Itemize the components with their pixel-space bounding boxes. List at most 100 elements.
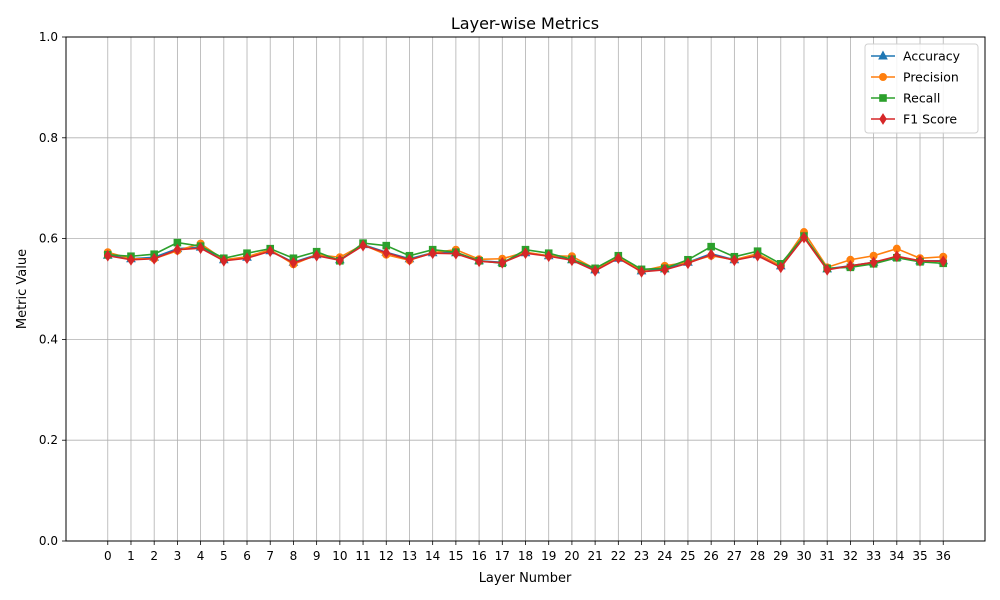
x-tick-label: 22 [611, 549, 626, 563]
series-f1-score [103, 231, 948, 278]
data-point [312, 249, 321, 262]
x-tick-label: 33 [866, 549, 881, 563]
x-tick-label: 7 [266, 549, 274, 563]
x-tick-label: 13 [402, 549, 417, 563]
legend-item: F1 Score [871, 112, 957, 127]
x-tick-label: 29 [773, 549, 788, 563]
x-axis: 0 1 2 3 4 5 6 7 8 9 10 11 12 13 14 15 16 17 18 19 20 21 22 23 24… [104, 541, 951, 563]
x-tick-label: 23 [634, 549, 649, 563]
data-point [846, 259, 855, 272]
data-point [498, 256, 507, 269]
data-point [266, 245, 275, 258]
x-tick-label: 31 [820, 549, 835, 563]
data-point [568, 254, 576, 267]
x-tick-label: 3 [174, 549, 182, 563]
y-tick-label: 0.8 [39, 131, 58, 145]
data-point [637, 265, 646, 278]
legend-label: F1 Score [903, 112, 957, 127]
x-tick-label: 8 [290, 549, 298, 563]
data-point [707, 248, 715, 261]
data-point [359, 239, 367, 252]
x-tick-label: 10 [332, 549, 347, 563]
x-tick-label: 30 [796, 549, 811, 563]
data-point [684, 257, 692, 270]
x-tick-label: 14 [425, 549, 440, 563]
x-tick-label: 11 [355, 549, 370, 563]
x-tick-label: 16 [471, 549, 486, 563]
data-point [336, 254, 344, 267]
data-point [173, 243, 182, 256]
y-tick-label: 0.2 [39, 433, 58, 447]
x-tick-label: 6 [243, 549, 251, 563]
y-axis: 0.0 0.2 0.4 0.6 0.8 1.0 [39, 30, 66, 548]
data-point [800, 231, 808, 244]
data-point [730, 254, 739, 267]
data-point [243, 252, 251, 265]
x-tick-label: 25 [680, 549, 695, 563]
y-tick-label: 0.0 [39, 534, 58, 548]
x-tick-label: 17 [495, 549, 510, 563]
data-point [776, 261, 785, 274]
data-point [916, 254, 924, 267]
legend-marker [879, 73, 887, 81]
x-tick-label: 19 [541, 549, 556, 563]
legend-item: Recall [871, 91, 940, 106]
data-point [475, 255, 483, 268]
data-point [521, 247, 530, 260]
data-point [103, 249, 112, 262]
x-tick-label: 20 [564, 549, 579, 563]
data-point [220, 254, 228, 267]
x-tick-label: 0 [104, 549, 112, 563]
data-point [196, 242, 205, 255]
legend-label: Precision [903, 70, 959, 85]
x-tick-label: 36 [936, 549, 951, 563]
data-point [753, 249, 762, 262]
x-tick-label: 4 [197, 549, 205, 563]
x-tick-label: 15 [448, 549, 463, 563]
x-axis-label: Layer Number [479, 571, 572, 586]
data-point [150, 252, 158, 265]
data-point [591, 264, 599, 277]
x-tick-label: 9 [313, 549, 321, 563]
legend: Accuracy Precision Recall F1 Score [864, 43, 979, 134]
legend-marker [879, 94, 887, 102]
legend-item: Precision [871, 70, 959, 85]
x-tick-label: 2 [150, 549, 158, 563]
data-point [614, 252, 623, 265]
legend-label: Accuracy [903, 49, 961, 64]
data-point [405, 253, 414, 266]
data-point [452, 247, 460, 260]
x-tick-label: 21 [587, 549, 602, 563]
legend-marker [879, 113, 887, 125]
data-point [428, 247, 437, 260]
x-tick-label: 35 [912, 549, 927, 563]
x-tick-label: 28 [750, 549, 765, 563]
chart-title: Layer-wise Metrics [451, 14, 599, 33]
series-layer [102, 228, 949, 278]
data-point [823, 263, 831, 276]
y-tick-label: 0.6 [39, 232, 58, 246]
data-point [939, 255, 948, 268]
x-tick-label: 12 [379, 549, 394, 563]
data-point [289, 256, 298, 269]
data-point [660, 263, 669, 276]
data-point [382, 246, 391, 259]
x-tick-label: 1 [127, 549, 135, 563]
data-point [544, 250, 553, 263]
x-tick-label: 24 [657, 549, 672, 563]
legend-box [864, 43, 979, 134]
x-tick-label: 5 [220, 549, 228, 563]
y-tick-label: 0.4 [39, 332, 58, 346]
x-tick-label: 18 [518, 549, 533, 563]
x-tick-label: 27 [727, 549, 742, 563]
x-tick-label: 26 [704, 549, 719, 563]
legend-item: Accuracy [871, 49, 961, 64]
y-tick-label: 1.0 [39, 30, 58, 44]
x-tick-label: 34 [889, 549, 904, 563]
data-point [869, 256, 878, 269]
data-point [893, 250, 901, 263]
data-point [127, 253, 135, 266]
legend-label: Recall [903, 91, 940, 106]
legend-marker [878, 50, 888, 60]
